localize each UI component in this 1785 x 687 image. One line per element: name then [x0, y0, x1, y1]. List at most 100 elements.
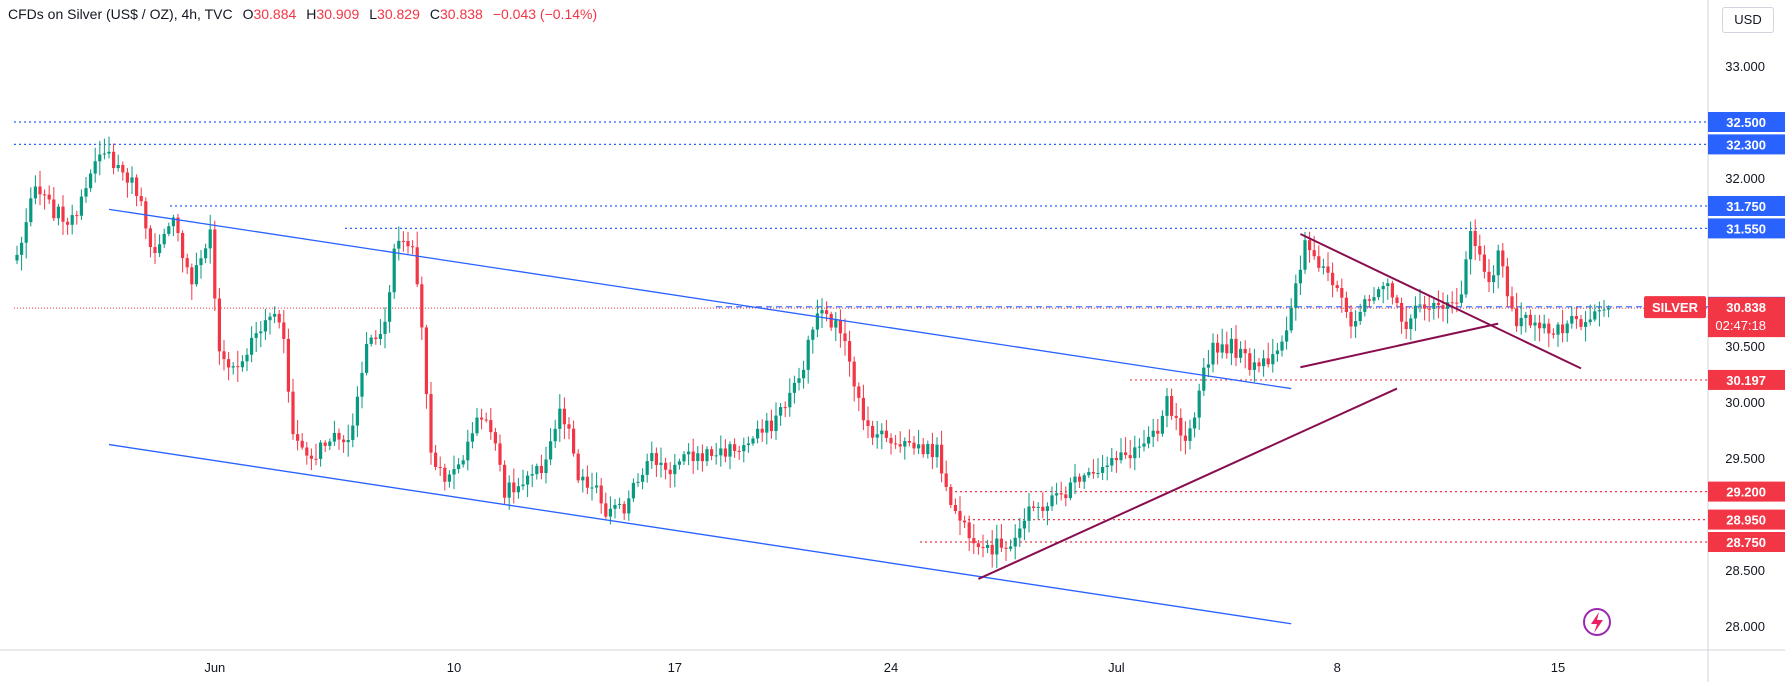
- candle-body: [268, 316, 272, 321]
- trendline-triangle-lower[interactable]: [1300, 322, 1499, 369]
- candle-body: [1087, 472, 1091, 476]
- candle-body: [880, 430, 884, 435]
- candle-body: [972, 538, 976, 544]
- candle-body: [641, 474, 645, 482]
- candle-body: [1280, 341, 1284, 351]
- candle-body: [1551, 333, 1555, 335]
- candle-body: [1229, 338, 1233, 354]
- candle-body: [930, 444, 934, 458]
- candle-body: [917, 444, 921, 449]
- symbol-title: CFDs on Silver (US$ / OZ), 4h, TVC: [8, 6, 233, 22]
- candle-body: [521, 484, 525, 487]
- candle-body: [167, 226, 171, 234]
- candle-body: [1018, 528, 1022, 538]
- candle-body: [15, 254, 19, 261]
- candle-body: [1298, 269, 1302, 284]
- candle-body: [1262, 358, 1266, 367]
- candle-body: [1234, 338, 1238, 358]
- candle-body: [1331, 272, 1335, 286]
- candle-body: [866, 420, 870, 426]
- time-tick-label: 24: [884, 660, 898, 675]
- candle-body: [1151, 430, 1155, 437]
- candle-body: [756, 428, 760, 439]
- candle-body: [89, 173, 93, 189]
- candle-body: [1114, 458, 1118, 461]
- candle-body: [24, 222, 28, 243]
- candle-body: [535, 465, 539, 475]
- candle-body: [282, 322, 286, 339]
- candle-body: [728, 444, 732, 457]
- trendline-channel-lower[interactable]: [108, 443, 1292, 625]
- candle-body: [337, 432, 341, 440]
- candle-body: [572, 428, 576, 454]
- candle-body: [498, 443, 502, 465]
- candle-body: [355, 396, 359, 426]
- currency-button[interactable]: USD: [1722, 7, 1774, 33]
- candle-body: [1404, 321, 1408, 330]
- candle-body: [963, 520, 967, 523]
- candle-body: [309, 455, 313, 459]
- candle-body: [346, 440, 350, 443]
- candle-body: [1386, 283, 1390, 287]
- candle-body: [1239, 348, 1243, 358]
- candle-body: [1055, 493, 1059, 496]
- candle-body: [1487, 271, 1491, 283]
- candle-body: [627, 498, 631, 514]
- candle-body: [176, 217, 180, 233]
- candle-body: [443, 467, 447, 482]
- candle-body: [1266, 358, 1270, 365]
- candle-body: [1032, 506, 1036, 508]
- candle-body: [470, 433, 474, 442]
- trendline-support-rising[interactable]: [977, 387, 1398, 580]
- candle-body: [1505, 266, 1509, 297]
- candle-body: [185, 258, 189, 268]
- candle-body: [590, 487, 594, 489]
- lightning-logo-icon[interactable]: [1583, 608, 1611, 636]
- candle-body: [1036, 506, 1040, 508]
- close-label: C: [429, 6, 440, 22]
- candle-body: [935, 444, 939, 458]
- candle-body: [714, 455, 718, 457]
- candle-body: [424, 327, 428, 395]
- candle-body: [231, 366, 235, 368]
- candle-body: [958, 511, 962, 521]
- candle-body: [204, 248, 208, 259]
- candle-body: [696, 453, 700, 462]
- candle-body: [52, 199, 56, 219]
- candle-body: [549, 441, 553, 460]
- candle-body: [664, 462, 668, 470]
- candle-body: [1193, 417, 1197, 429]
- candle-body: [1096, 472, 1100, 474]
- candle-body: [654, 453, 658, 465]
- candle-body: [1101, 467, 1105, 473]
- candle-body: [788, 392, 792, 408]
- candle-body: [871, 425, 875, 438]
- level-price-tag-label: 32.300: [1726, 137, 1766, 152]
- candle-body: [751, 438, 755, 444]
- candle-body: [802, 369, 806, 379]
- ohlc-header: CFDs on Silver (US$ / OZ), 4h, TVC O 30.…: [8, 6, 603, 22]
- candle-body: [507, 482, 511, 498]
- trendline-triangle-upper[interactable]: [1299, 233, 1582, 370]
- candle-body: [1271, 354, 1275, 365]
- candle-body: [622, 503, 626, 514]
- candle-body: [139, 195, 143, 202]
- candle-body: [1565, 323, 1569, 334]
- candle-body: [1073, 476, 1077, 483]
- candle-body: [153, 247, 157, 254]
- level-price-tag-label: 31.550: [1726, 221, 1766, 236]
- candle-body: [33, 186, 37, 199]
- candle-body: [760, 428, 764, 433]
- trendline-channel-upper[interactable]: [108, 208, 1292, 390]
- candle-body: [1170, 396, 1174, 416]
- candle-body: [512, 482, 516, 493]
- price-tick-label: 30.500: [1725, 339, 1765, 354]
- candle-body: [1243, 348, 1247, 354]
- candle-body: [668, 469, 672, 475]
- candle-body: [263, 320, 267, 332]
- candle-body: [1156, 430, 1160, 434]
- level-price-tag: [1708, 218, 1785, 239]
- candle-body: [434, 452, 438, 468]
